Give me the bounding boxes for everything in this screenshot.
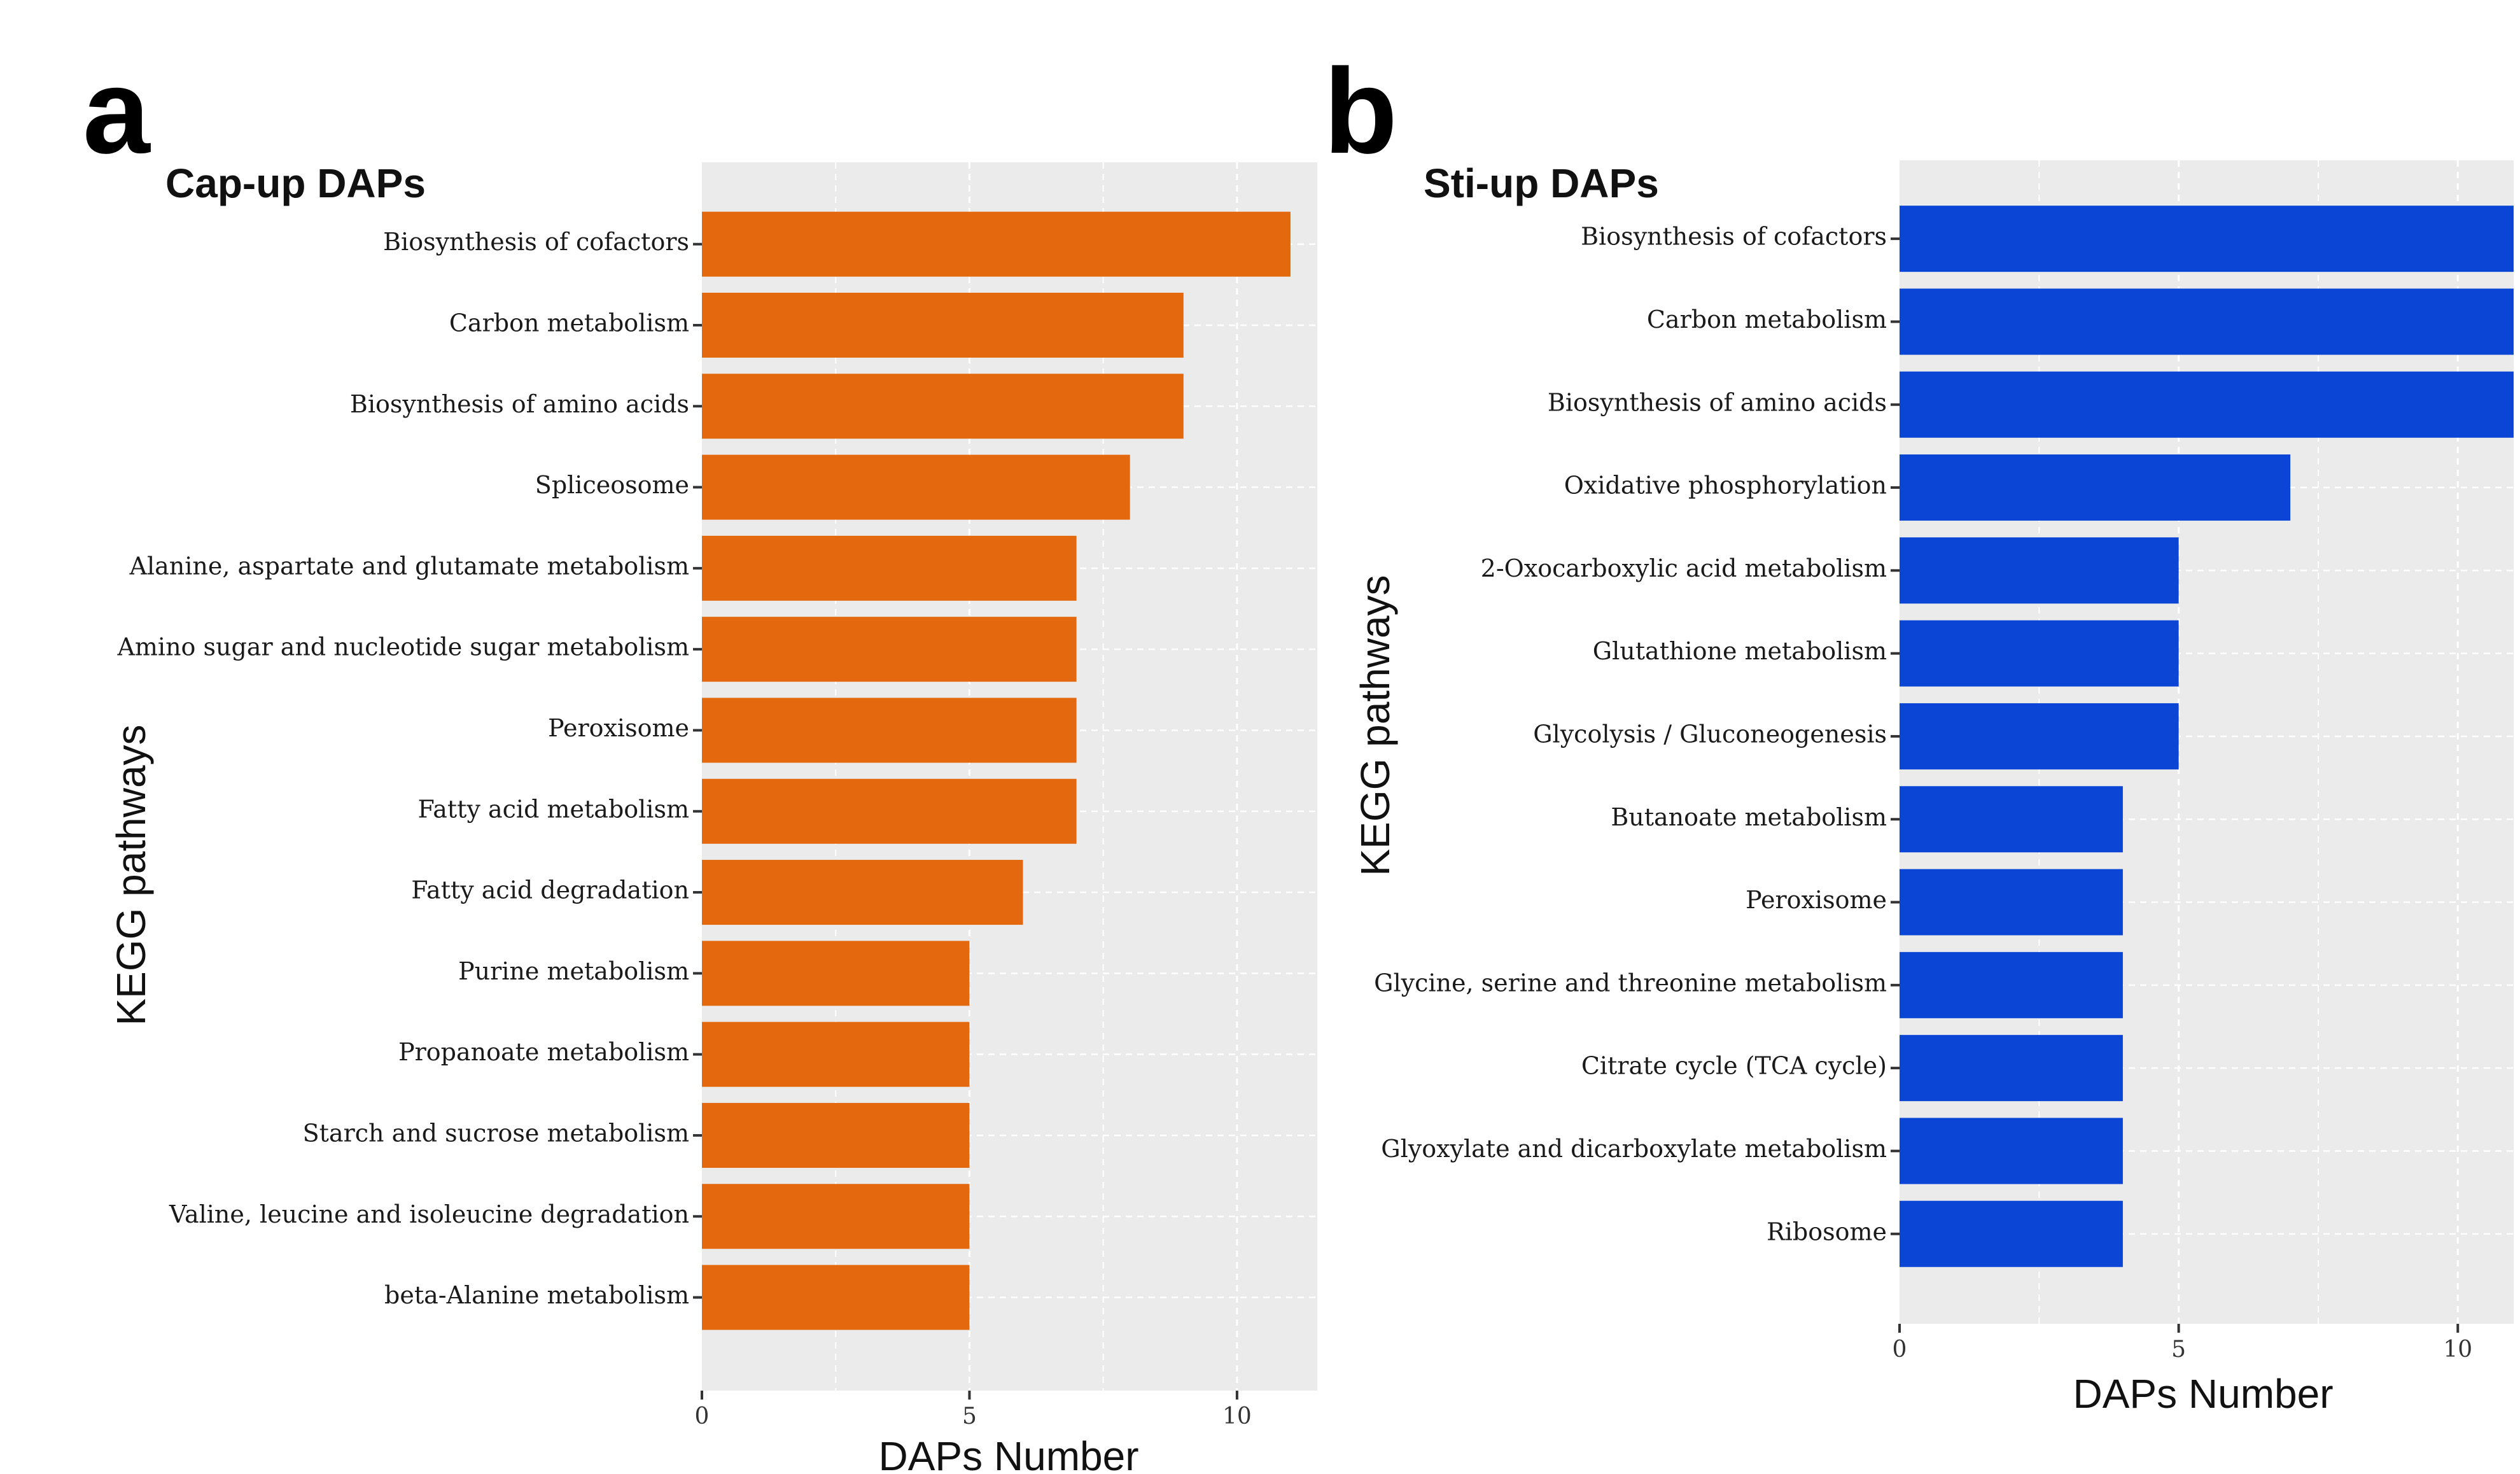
bar bbox=[1900, 454, 2291, 521]
bar bbox=[702, 617, 1077, 682]
y-axis-title: KEGG pathways bbox=[1352, 575, 1398, 876]
bar bbox=[1900, 1118, 2123, 1184]
category-label: Butanoate metabolism bbox=[1611, 803, 1887, 831]
bar bbox=[702, 211, 1291, 277]
category-label: Ribosome bbox=[1767, 1218, 1887, 1246]
bar bbox=[1900, 786, 2123, 853]
category-label: Fatty acid degradation bbox=[411, 876, 689, 904]
category-label: Glycine, serine and threonine metabolism bbox=[1374, 969, 1887, 997]
category-label: Biosynthesis of cofactors bbox=[383, 228, 689, 256]
category-label: Glyoxylate and dicarboxylate metabolism bbox=[1381, 1135, 1887, 1163]
x-tick-label: 5 bbox=[2171, 1337, 2186, 1363]
category-label: Biosynthesis of amino acids bbox=[1548, 388, 1887, 416]
category-label: Biosynthesis of amino acids bbox=[350, 390, 689, 418]
bar bbox=[702, 778, 1077, 844]
bar bbox=[1900, 869, 2123, 936]
bar bbox=[702, 1184, 970, 1249]
x-tick-label: 0 bbox=[1893, 1337, 1907, 1363]
category-label: Citrate cycle (TCA cycle) bbox=[1581, 1052, 1887, 1080]
category-label: Peroxisome bbox=[548, 714, 689, 742]
category-label: Oxidative phosphorylation bbox=[1564, 472, 1887, 500]
bar bbox=[702, 1265, 970, 1330]
category-label: Starch and sucrose metabolism bbox=[303, 1119, 689, 1147]
chart-title: Cap-up DAPs bbox=[165, 160, 426, 206]
bar bbox=[702, 1102, 970, 1168]
bar bbox=[1900, 703, 2179, 769]
panel-a: Biosynthesis of cofactors Carbon metaboli… bbox=[83, 44, 1317, 1474]
category-label: Fatty acid metabolism bbox=[417, 795, 689, 823]
bar bbox=[702, 535, 1077, 601]
x-axis-title: DAPs Number bbox=[2073, 1371, 2334, 1417]
bar bbox=[702, 698, 1077, 763]
bar bbox=[1900, 288, 2514, 355]
bar bbox=[702, 941, 970, 1006]
category-label: Biosynthesis of cofactors bbox=[1581, 223, 1887, 251]
category-label: Carbon metabolism bbox=[449, 309, 689, 337]
category-label: Glycolysis / Gluconeogenesis bbox=[1533, 720, 1887, 748]
category-label: Amino sugar and nucleotide sugar metabol… bbox=[116, 633, 689, 661]
category-label: Valine, leucine and isoleucine degradati… bbox=[169, 1200, 689, 1228]
category-label: Carbon metabolism bbox=[1647, 305, 1887, 333]
x-tick-label: 10 bbox=[2443, 1337, 2472, 1363]
category-label: Purine metabolism bbox=[458, 957, 689, 985]
category-label: Propanoate metabolism bbox=[398, 1038, 689, 1066]
chart-title: Sti-up DAPs bbox=[1424, 160, 1659, 206]
y-axis-title: KEGG pathways bbox=[108, 724, 154, 1025]
bar bbox=[1900, 1035, 2123, 1102]
bar bbox=[702, 292, 1184, 358]
category-label: 2-Oxocarboxylic acid metabolism bbox=[1481, 554, 1887, 582]
bar bbox=[1900, 206, 2514, 272]
x-tick-label: 5 bbox=[962, 1403, 977, 1429]
category-label: Alanine, aspartate and glutamate metabol… bbox=[129, 552, 690, 580]
panel-letter: a bbox=[83, 44, 151, 179]
bar bbox=[1900, 620, 2179, 687]
panel-b: Biosynthesis of cofactors Carbon metaboli… bbox=[1324, 44, 2514, 1417]
category-label: Peroxisome bbox=[1746, 886, 1887, 914]
x-axis-title: DAPs Number bbox=[879, 1433, 1139, 1474]
bar bbox=[702, 1021, 970, 1087]
bar bbox=[1900, 951, 2123, 1018]
bar bbox=[702, 374, 1184, 439]
bar bbox=[702, 860, 1023, 925]
x-tick-label: 10 bbox=[1222, 1403, 1252, 1429]
category-label: Spliceosome bbox=[535, 471, 689, 499]
bar bbox=[1900, 371, 2514, 438]
x-tick-label: 0 bbox=[695, 1403, 710, 1429]
panel-letter: b bbox=[1324, 44, 1397, 179]
category-label: Glutathione metabolism bbox=[1593, 637, 1887, 665]
bar bbox=[1900, 537, 2179, 604]
category-label: beta-Alanine metabolism bbox=[384, 1281, 689, 1309]
bar bbox=[1900, 1200, 2123, 1267]
bar bbox=[702, 454, 1130, 520]
